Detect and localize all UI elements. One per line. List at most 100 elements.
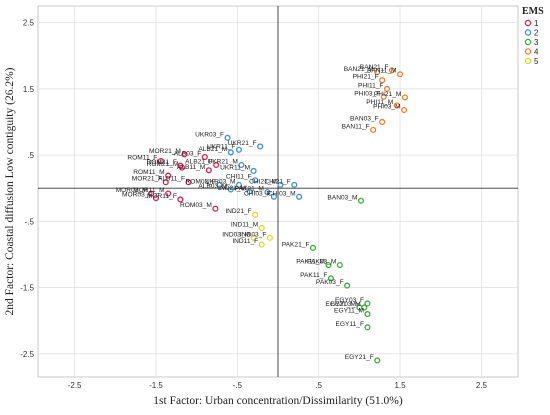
data-point [227, 149, 234, 156]
reference-lines [38, 6, 518, 377]
x-tick-label: 1.5 [394, 381, 406, 390]
point-label: MOR11_M [133, 187, 164, 194]
data-point [238, 161, 245, 169]
data-point [374, 69, 381, 76]
point-label: ALB11_M [177, 164, 205, 171]
point-label: IND11_M [231, 221, 258, 228]
data-point [383, 85, 391, 92]
data-point [344, 282, 351, 289]
data-point [250, 234, 257, 241]
data-point [181, 151, 188, 158]
data-point [178, 164, 186, 171]
y-tick-label: -2.5 [20, 350, 34, 359]
legend-marker [524, 19, 532, 27]
point-label: BAN21_M [344, 66, 374, 73]
point-label: BAN21_F [360, 64, 389, 71]
legend-label: 1 [534, 19, 539, 28]
data-point [227, 186, 234, 193]
point-label: UKR21_M [207, 159, 237, 166]
point-label: UKR03_F [195, 131, 224, 138]
y-tick-label: -1.5 [20, 284, 34, 293]
data-point [162, 179, 169, 186]
point-label: UKR21_F [228, 140, 257, 147]
point-label: PHI21_M [374, 91, 402, 98]
data-point [235, 181, 242, 188]
point-label: PHI11_F [358, 82, 384, 89]
data-point [357, 197, 365, 204]
point-label: CHI11_F [226, 174, 252, 181]
legend-label: 2 [534, 29, 539, 38]
point-label: PHI21_F [353, 74, 379, 81]
point-label: CHI21_M [249, 178, 277, 185]
data-point [356, 304, 363, 311]
point-label: ALB21_F [185, 159, 213, 166]
point-label: IND21_F [225, 208, 251, 215]
point-label: IND03_M [222, 231, 250, 238]
point-label: PHI11_M [366, 99, 393, 106]
legend-marker [524, 48, 532, 55]
point-label: ROM21_F [146, 159, 176, 166]
legend-label: 5 [534, 57, 539, 66]
data-point [380, 93, 387, 100]
data-point [216, 181, 223, 188]
data-point [165, 190, 172, 197]
data-point [379, 77, 386, 84]
point-label: PAK03_M [307, 259, 336, 266]
data-point [201, 154, 208, 161]
legend-label: 4 [534, 48, 539, 57]
data-point [224, 134, 231, 141]
point-label: EGY11_F [336, 321, 364, 328]
legend-marker [524, 57, 532, 65]
data-point [235, 146, 242, 153]
data-point [258, 241, 265, 248]
data-point [291, 181, 298, 188]
point-label: PHI03_M [373, 104, 401, 111]
point-label: ALB03_F [174, 151, 202, 158]
point-label: MOR21_M [149, 148, 181, 155]
points-layer [148, 67, 408, 364]
point-label: ROM11_F [127, 155, 157, 162]
data-point [185, 179, 192, 186]
data-point [258, 224, 265, 231]
data-point [379, 118, 386, 125]
y-axis-title: 2nd Factor: Coastal diffusion Low contig… [4, 67, 16, 315]
y-tick-label: .5 [27, 151, 34, 160]
data-point [177, 196, 184, 203]
point-label: UKR03_M [205, 178, 235, 185]
point-label: BAN03_F [350, 115, 379, 122]
data-point [212, 205, 219, 212]
point-label: BAN11_M [367, 68, 397, 75]
x-tick-label: -1.5 [149, 381, 163, 390]
data-point [277, 181, 284, 188]
legend-marker [524, 38, 532, 46]
point-label: CHI03_M [268, 190, 296, 197]
data-point [393, 102, 400, 109]
x-axis-title: 1st Factor: Urban concentration/Dissimil… [153, 395, 403, 407]
x-tick-label: .5 [315, 381, 322, 390]
point-label: MOR21_F [132, 176, 162, 183]
data-point [364, 300, 371, 307]
point-label: ROM11_M [133, 169, 164, 176]
x-tick-label: -2.5 [68, 381, 82, 390]
point-label: ROM03_F [186, 178, 216, 185]
point-label: UKR11_F [207, 143, 235, 150]
data-point [250, 167, 257, 175]
point-label: MOR03_F [122, 192, 152, 199]
point-label: PAK11_M [296, 259, 325, 266]
point-label: MOR11_F [147, 193, 177, 200]
point-label: PAK11_F [300, 272, 327, 279]
data-point [205, 167, 212, 174]
point-label: ALB03_M [198, 183, 227, 190]
point-label: IND03_F [240, 231, 266, 238]
point-label: EGY21_F [345, 354, 374, 361]
data-point [213, 161, 220, 169]
point-label: CHI03_F [244, 190, 270, 197]
data-point [388, 67, 395, 74]
data-point [401, 94, 408, 101]
point-label: PHI03_F [354, 90, 380, 97]
point-label: ROM03_M [180, 202, 212, 209]
point-label: ALB21_M [198, 146, 227, 153]
